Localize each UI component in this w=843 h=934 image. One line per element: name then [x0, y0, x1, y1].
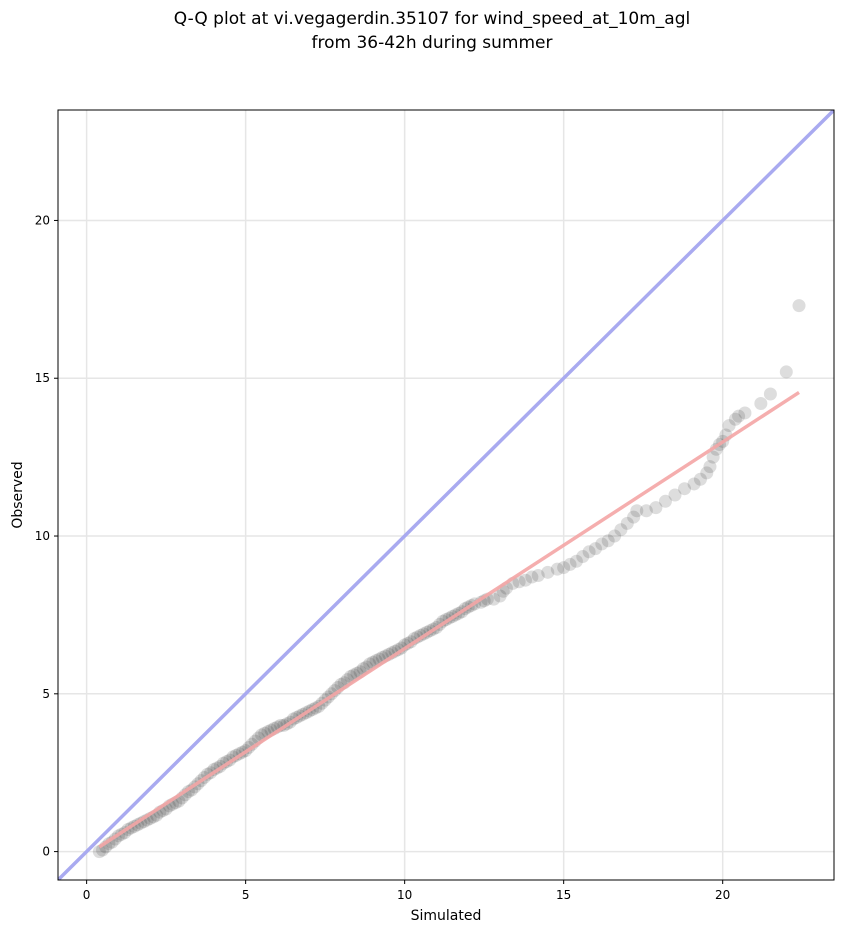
x-tick-label: 10 — [397, 888, 412, 902]
data-point — [519, 573, 533, 587]
data-point — [363, 657, 377, 671]
data-point — [706, 450, 720, 464]
data-point — [576, 550, 590, 564]
data-point — [92, 845, 106, 859]
data-point — [792, 299, 806, 313]
data-point — [96, 843, 110, 857]
data-point — [531, 568, 545, 582]
plot-area-frame — [57, 109, 835, 881]
data-point — [754, 396, 768, 410]
data-point — [614, 523, 628, 537]
x-tick-label: 20 — [715, 888, 730, 902]
data-point — [487, 592, 501, 606]
data-point — [582, 545, 596, 559]
data-point — [620, 516, 634, 530]
data-point — [608, 529, 622, 543]
data-point — [627, 510, 641, 524]
data-point — [541, 565, 555, 579]
data-point — [779, 365, 793, 379]
data-point — [728, 412, 742, 426]
data-point — [557, 561, 571, 575]
data-point — [678, 482, 692, 496]
fit-line — [98, 390, 800, 849]
y-tick-label: 15 — [35, 371, 50, 385]
data-point — [601, 534, 615, 548]
data-point — [630, 504, 644, 518]
chart-title-line-2: from 36-42h during summer — [312, 33, 553, 53]
y-tick-label: 10 — [35, 529, 50, 543]
data-point — [525, 570, 539, 584]
y-axis-ticks: 0 5 10 15 20 — [35, 213, 58, 859]
x-tick-label: 0 — [83, 888, 91, 902]
data-point — [595, 537, 609, 551]
data-point — [693, 472, 707, 486]
grid-lines — [58, 110, 834, 880]
data-points — [92, 299, 806, 859]
data-point — [493, 589, 507, 603]
identity-line — [58, 110, 834, 880]
data-point — [563, 557, 577, 571]
data-point — [738, 406, 752, 420]
data-point — [687, 477, 701, 491]
x-axis-label: Simulated — [411, 908, 482, 924]
chart-title-line-1: Q-Q plot at vi.vegagerdin.35107 for wind… — [174, 9, 690, 29]
y-tick-label: 0 — [42, 845, 50, 859]
data-point — [588, 542, 602, 556]
data-point — [658, 494, 672, 508]
data-point — [512, 575, 526, 589]
data-point — [639, 504, 653, 518]
x-tick-label: 15 — [556, 888, 571, 902]
y-tick-label: 5 — [42, 687, 50, 701]
data-point — [668, 488, 682, 502]
y-tick-label: 20 — [35, 213, 50, 227]
data-point — [703, 460, 717, 474]
data-point — [569, 554, 583, 568]
data-point — [649, 501, 663, 515]
data-point — [732, 409, 746, 423]
data-point — [722, 419, 736, 433]
x-tick-label: 5 — [242, 888, 250, 902]
data-point — [700, 466, 714, 480]
data-point — [763, 387, 777, 401]
x-axis-ticks: 0 5 10 15 20 — [83, 880, 730, 902]
y-axis-label: Observed — [10, 461, 26, 528]
data-point — [550, 562, 564, 576]
